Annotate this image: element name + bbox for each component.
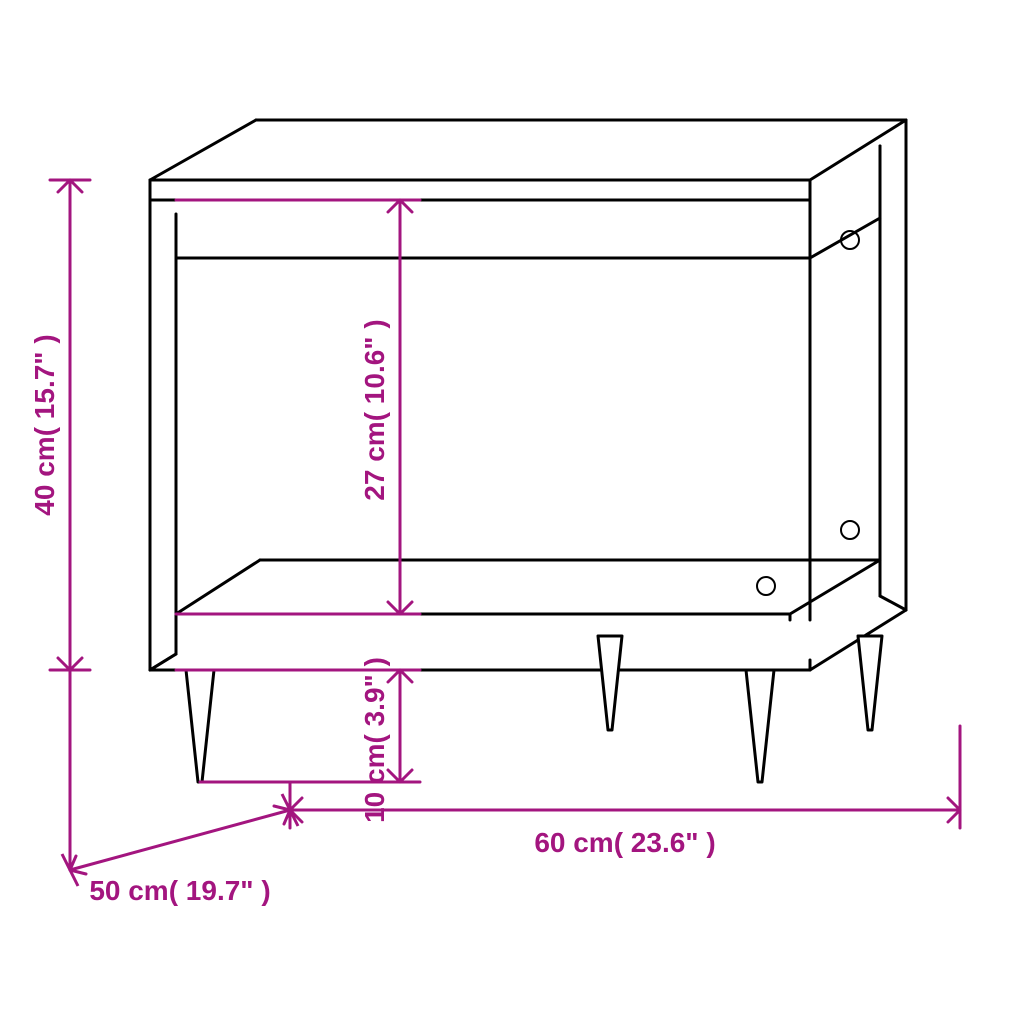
dim-width: 60 cm( 23.6" ) (534, 827, 715, 858)
dim-leg-height: 10 cm( 3.9" ) (359, 657, 390, 823)
dim-height-total: 40 cm( 15.7" ) (29, 334, 60, 515)
dim-depth: 50 cm( 19.7" ) (89, 875, 270, 906)
dim-opening-height: 27 cm( 10.6" ) (359, 319, 390, 500)
